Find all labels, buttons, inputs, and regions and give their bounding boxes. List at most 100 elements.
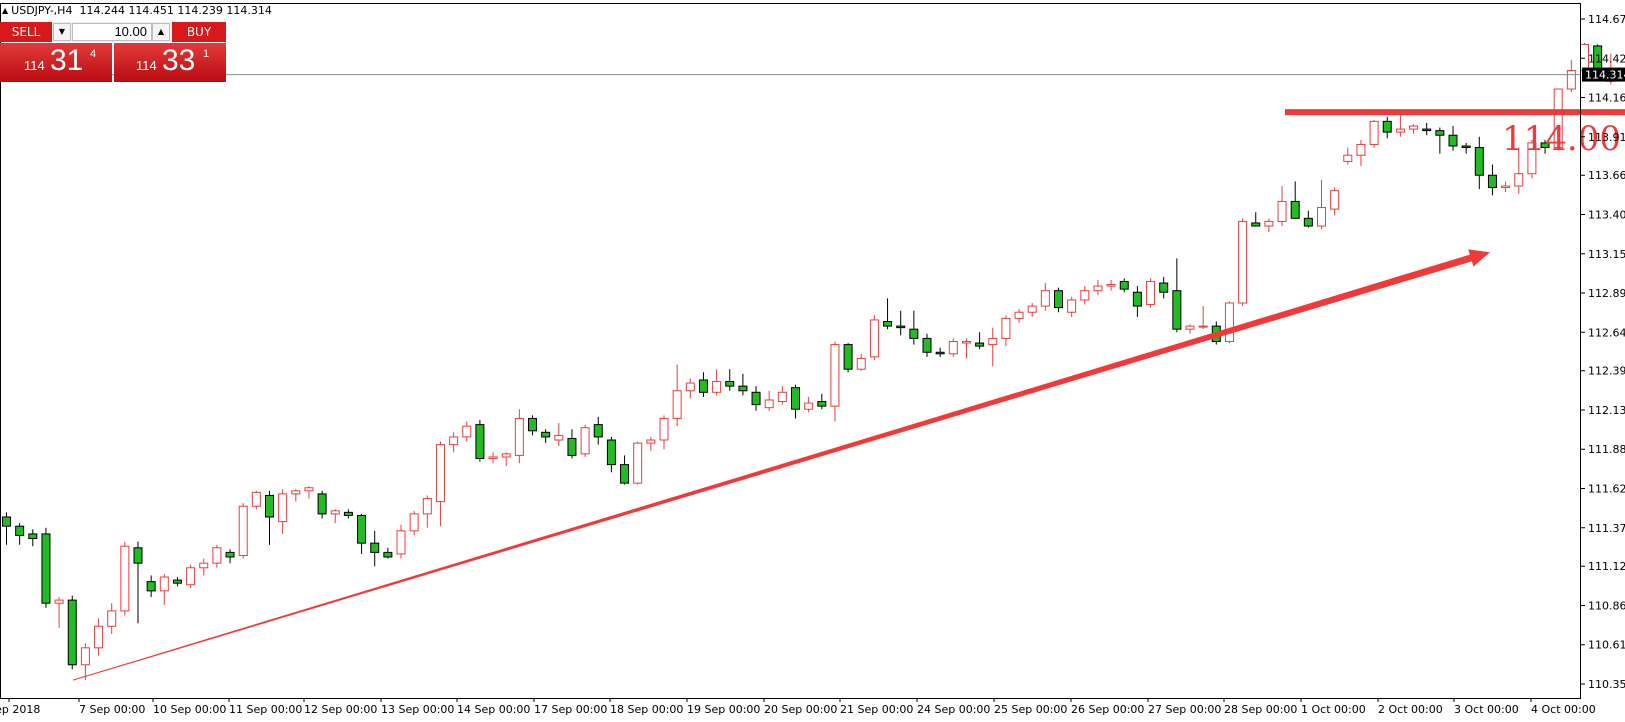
price-tick-label: 114.165 [1588, 92, 1625, 105]
candle-body [383, 551, 393, 558]
bearish-candle [1054, 287, 1063, 313]
candle-body [409, 513, 419, 532]
price-tick-label: 112.895 [1588, 287, 1625, 300]
bullish-candle [251, 490, 261, 510]
price-tick-label: 113.150 [1588, 248, 1625, 261]
resistance-label: 114.00 [1502, 119, 1621, 159]
bullish-candle [1356, 139, 1366, 167]
candle-body [1146, 280, 1156, 306]
candle-body [935, 351, 945, 355]
lot-size-input[interactable]: 10.00 [72, 23, 152, 41]
bullish-candle [1343, 147, 1353, 165]
candle-body [120, 545, 130, 612]
bullish-candle [1185, 324, 1195, 334]
lot-increase-arrow-icon[interactable]: ▲ [152, 23, 170, 41]
price-tick-label: 111.880 [1588, 443, 1625, 456]
bearish-candle [817, 393, 827, 410]
bullish-candle [764, 390, 774, 411]
bearish-candle [541, 429, 551, 444]
time-tick-label: 18 Sep 00:00 [610, 703, 683, 716]
bearish-candle [370, 530, 380, 567]
bearish-candle [620, 455, 630, 485]
price-tick-label: 113.405 [1588, 208, 1625, 221]
buy-price-pip: 1 [203, 48, 210, 60]
bullish-candle [1198, 306, 1208, 330]
bullish-candle [304, 486, 314, 499]
candle-body [317, 493, 327, 515]
time-tick-label: 4 Oct 00:00 [1531, 703, 1596, 716]
candle-body [1185, 325, 1195, 330]
bullish-candle [120, 541, 130, 616]
candle-body [330, 510, 340, 515]
candle-body [1027, 305, 1037, 313]
candle-body [1461, 145, 1471, 149]
price-tick-label: 110.355 [1588, 678, 1625, 691]
bullish-candle [199, 558, 209, 576]
bullish-candle [291, 489, 301, 502]
candle-body [672, 390, 682, 419]
time-tick-label: 13 Sep 00:00 [381, 703, 454, 716]
plot-frame [0, 3, 1581, 699]
candle-body [1264, 220, 1274, 227]
sell-price-prefix: 114 [24, 58, 45, 73]
candle-body [1409, 125, 1419, 130]
axes-layer: 114.675 114.420 114.165 113.910 113.660 113.4… [0, 3, 1625, 716]
bullish-candle [422, 495, 432, 528]
bearish-candle [1461, 142, 1471, 154]
bullish-candle [409, 510, 419, 536]
price-tick-label: 113.660 [1588, 169, 1625, 182]
sell-button[interactable]: SELL [0, 22, 52, 42]
time-tick-label: 27 Sep 00:00 [1148, 703, 1221, 716]
candle-body [528, 417, 537, 432]
bullish-candle [1238, 218, 1248, 307]
candle-body [869, 319, 879, 358]
candle-body [1080, 290, 1090, 301]
candle-body [712, 381, 722, 393]
bearish-candle [67, 595, 77, 670]
sell-price-box[interactable]: 114 31 4 [0, 43, 112, 82]
candle-body [94, 625, 104, 649]
candle-body [159, 576, 169, 592]
bullish-candle [330, 509, 340, 524]
candle-body [1040, 290, 1050, 307]
candle-body [422, 498, 432, 515]
bearish-candle [1382, 116, 1392, 139]
candle-body [343, 511, 353, 516]
bullish-candle [278, 489, 288, 534]
candle-body [396, 530, 406, 555]
bullish-candle [488, 452, 498, 464]
bullish-candle [646, 436, 656, 451]
buy-button[interactable]: BUY [172, 22, 226, 42]
time-tick-label: 11 Sep 00:00 [229, 703, 302, 716]
bearish-candle [343, 509, 353, 519]
bearish-candle [567, 429, 577, 459]
candle-body [580, 427, 590, 455]
sell-price-pip: 4 [90, 48, 97, 60]
candle-body [212, 547, 222, 564]
candle-body [1198, 325, 1208, 328]
bullish-candle [1224, 301, 1234, 344]
bullish-candle [238, 503, 248, 559]
bearish-candle [725, 369, 735, 391]
candle-body [646, 439, 656, 444]
collapse-triangle-icon[interactable]: ▲ [2, 6, 9, 15]
bullish-candle [159, 573, 169, 605]
candle-body [1054, 290, 1063, 309]
candle-body [1527, 142, 1537, 175]
bullish-candle [804, 396, 814, 413]
candle-body [751, 391, 761, 406]
candle-body [791, 387, 800, 410]
price-tick-label: 111.625 [1588, 483, 1625, 496]
buy-price-box[interactable]: 114 33 1 [114, 43, 226, 82]
candle-body [1238, 220, 1248, 304]
bearish-candle [1132, 286, 1142, 317]
bearish-candle [791, 384, 800, 419]
candle-body [1106, 284, 1116, 287]
bullish-candle [1395, 115, 1405, 137]
lot-decrease-arrow-icon[interactable]: ▼ [53, 23, 71, 41]
bullish-candle [672, 364, 682, 427]
bullish-candle [107, 603, 117, 634]
price-tick-label: 112.135 [1588, 404, 1625, 417]
bearish-candle [28, 529, 38, 547]
